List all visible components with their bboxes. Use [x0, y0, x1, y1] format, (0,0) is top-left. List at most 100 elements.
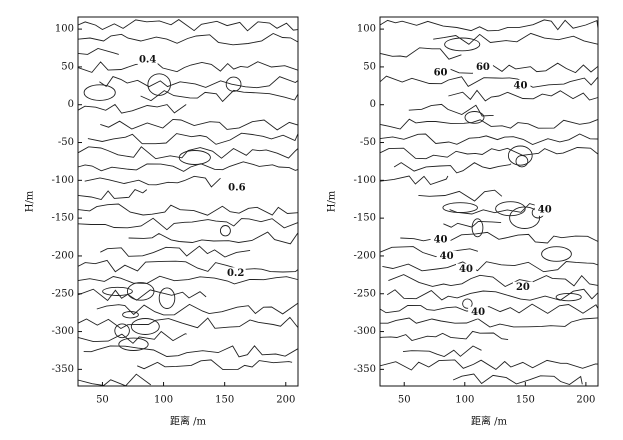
y-tick-label: 100 — [357, 24, 376, 35]
contour-loop — [507, 145, 533, 166]
contour-line — [77, 259, 299, 273]
contour-line — [379, 175, 449, 186]
y-tick-label: -50 — [360, 137, 376, 148]
x-tick-label: 50 — [96, 395, 109, 406]
contour-line — [382, 261, 599, 273]
contour-line — [432, 62, 599, 74]
contour-line — [452, 373, 583, 385]
contour-loop — [83, 84, 116, 101]
contour-label: 40 — [434, 235, 448, 246]
contour-loop — [126, 282, 155, 301]
contour-line — [137, 359, 293, 371]
y-tick-label: -300 — [52, 326, 74, 337]
contour-label: 40 — [538, 204, 552, 215]
contour-line — [77, 161, 299, 172]
contour-label: 0.2 — [227, 268, 244, 279]
contour-line — [77, 146, 299, 160]
y-axis-label: H/m — [327, 190, 338, 212]
contour-line — [96, 302, 299, 316]
label-knockout — [226, 181, 247, 194]
x-tick-label: 200 — [276, 395, 295, 406]
contour-loop — [444, 37, 481, 52]
contour-label: 60 — [476, 62, 490, 73]
x-tick-label: 150 — [215, 395, 234, 406]
label-knockout — [510, 79, 531, 92]
contour-line — [84, 175, 221, 188]
x-tick-label: 50 — [398, 395, 411, 406]
x-tick-label: 100 — [455, 395, 474, 406]
contour-line — [402, 345, 482, 357]
contour-loop — [442, 202, 478, 213]
contour-line — [449, 203, 540, 215]
contour-line — [418, 189, 503, 202]
contour-line — [379, 19, 599, 32]
contour-line — [77, 330, 187, 344]
contour-line — [379, 303, 599, 314]
contour-line — [379, 246, 479, 258]
y-tick-label: 50 — [363, 61, 376, 72]
contour-label: 40 — [459, 264, 473, 275]
y-tick-label: -350 — [354, 364, 376, 375]
contour-loop — [471, 218, 484, 238]
contour-loop — [147, 73, 171, 96]
contour-line — [379, 330, 509, 342]
x-tick-label: 200 — [576, 395, 595, 406]
contour-line — [379, 359, 599, 371]
contour-line — [400, 231, 599, 244]
contour-line — [77, 373, 152, 387]
y-tick-label: -350 — [52, 364, 74, 375]
contour-line — [140, 89, 299, 103]
plot-frame — [379, 16, 599, 387]
y-tick-label: -150 — [354, 213, 376, 224]
label-knockout — [472, 61, 493, 74]
contour-loop — [118, 337, 149, 351]
contour-loop — [102, 286, 133, 296]
contour-loop — [130, 318, 160, 335]
contour-line — [388, 274, 599, 288]
contour-loop — [178, 150, 211, 165]
plot-frame — [77, 16, 299, 387]
contour-line — [77, 316, 299, 330]
y-axis-label: H/m — [25, 190, 36, 212]
y-tick-label: -100 — [52, 175, 74, 186]
contour-line — [77, 103, 187, 114]
contour-line — [99, 76, 299, 89]
label-knockout — [468, 306, 489, 319]
label-knockout — [534, 203, 555, 216]
contour-line — [87, 132, 299, 145]
contour-line — [128, 231, 299, 245]
contour-line — [386, 288, 599, 301]
x-tick-label: 150 — [516, 395, 535, 406]
contour-line — [77, 217, 299, 231]
y-tick-label: 50 — [61, 61, 74, 72]
y-tick-label: -200 — [52, 250, 74, 261]
x-axis-label: 距离 /m — [471, 415, 508, 428]
contour-label: 40 — [514, 80, 528, 91]
contour-line — [77, 32, 299, 46]
y-tick-label: 100 — [55, 24, 74, 35]
contour-line — [77, 19, 299, 32]
y-tick-label: -50 — [58, 137, 74, 148]
contour-line — [408, 103, 494, 117]
panel: 50 100 150 200 100 50 0 -50 -100 -150 -200 -250 -300… — [25, 16, 299, 428]
contour-label: 20 — [516, 282, 530, 293]
contour-line — [100, 245, 251, 258]
contour-line — [393, 162, 512, 174]
contour-loop — [219, 225, 231, 237]
label-knockout — [430, 66, 451, 79]
contour-line — [77, 61, 299, 73]
contour-line — [77, 288, 207, 302]
contour-loop — [114, 323, 130, 339]
contour-loop — [122, 311, 139, 319]
contour-line — [433, 32, 598, 45]
contour-loop — [495, 201, 526, 217]
y-tick-label: 0 — [68, 99, 74, 110]
y-tick-label: -250 — [52, 288, 74, 299]
contour-line — [379, 47, 462, 60]
contour-line — [77, 189, 148, 201]
contour-line — [379, 147, 599, 160]
label-knockout — [455, 263, 476, 276]
contour-line — [379, 133, 599, 145]
contour-line — [380, 317, 598, 328]
contour-label: 40 — [471, 307, 485, 318]
